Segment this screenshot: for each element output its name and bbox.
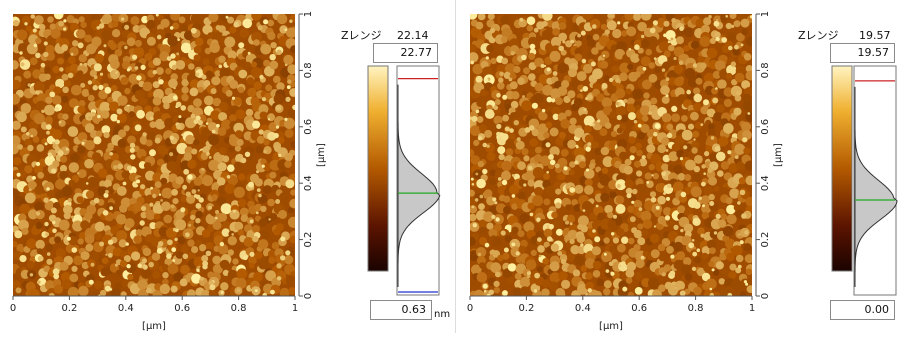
color-scale-bar bbox=[831, 65, 853, 272]
x-tick-label: 0.4 bbox=[575, 303, 591, 314]
x-axis: 0 0.2 0.4 0.6 0.8 1 bbox=[467, 295, 755, 314]
x-tick-label: 0.8 bbox=[688, 303, 704, 314]
x-axis-unit: [μm] bbox=[599, 321, 623, 332]
y-tick-label: 0.4 bbox=[760, 175, 771, 191]
x-tick-label: 1 bbox=[749, 303, 755, 314]
z-min-field[interactable]: 0.63 bbox=[370, 300, 432, 320]
afm-scan-panel-2: 0 0.2 0.4 0.6 0.8 1 0 0.2 0.4 0.6 0.8 1 [μm] [μm] … bbox=[460, 10, 908, 333]
y-axis-unit: [μm] bbox=[773, 143, 784, 167]
color-scale-bar bbox=[367, 65, 389, 272]
x-tick-label: 0 bbox=[467, 303, 473, 314]
y-tick-label: 0.6 bbox=[303, 119, 314, 135]
x-tick-label: 1 bbox=[292, 303, 298, 314]
y-tick-label: 1 bbox=[303, 11, 314, 17]
z-max-field[interactable]: 22.77 bbox=[373, 43, 438, 63]
afm-height-image[interactable] bbox=[466, 10, 756, 300]
histogram-distribution bbox=[854, 86, 898, 287]
x-tick-label: 0.2 bbox=[518, 303, 534, 314]
y-axis: 0 0.2 0.4 0.6 0.8 1 bbox=[755, 11, 771, 299]
height-histogram bbox=[396, 65, 441, 296]
histogram-distribution bbox=[397, 84, 441, 287]
afm-plot-2: 0 0.2 0.4 0.6 0.8 1 0 0.2 0.4 0.6 0.8 1 [μm] [μm] bbox=[466, 10, 898, 332]
y-tick-label: 0.8 bbox=[760, 62, 771, 78]
z-unit-label: nm bbox=[434, 309, 451, 320]
x-axis-unit: [μm] bbox=[142, 321, 166, 332]
z-range-value: 22.14 bbox=[397, 29, 429, 42]
y-axis-unit: [μm] bbox=[316, 143, 327, 167]
x-tick-label: 0 bbox=[10, 303, 16, 314]
x-tick-label: 0.4 bbox=[118, 303, 134, 314]
y-tick-label: 0.2 bbox=[303, 232, 314, 248]
z-range-value: 19.57 bbox=[859, 29, 891, 42]
y-tick-label: 1 bbox=[760, 11, 771, 17]
x-tick-label: 0.8 bbox=[231, 303, 247, 314]
y-tick-label: 0.4 bbox=[303, 175, 314, 191]
z-range-label: Zレンジ bbox=[341, 29, 382, 42]
y-tick-label: 0.6 bbox=[760, 119, 771, 135]
y-tick-label: 0.8 bbox=[303, 62, 314, 78]
y-tick-label: 0.2 bbox=[760, 232, 771, 248]
panel-divider bbox=[455, 0, 456, 333]
y-tick-label: 0 bbox=[303, 293, 314, 299]
afm-scan-panel-1: 0 0.2 0.4 0.6 0.8 1 0 0.2 0.4 0.6 0.8 1 [μm] [μm] … bbox=[3, 10, 451, 333]
x-tick-label: 0.2 bbox=[61, 303, 77, 314]
afm-height-image[interactable] bbox=[9, 10, 300, 300]
x-tick-label: 0.6 bbox=[174, 303, 190, 314]
z-range-label: Zレンジ bbox=[798, 29, 839, 42]
x-axis: 0 0.2 0.4 0.6 0.8 1 bbox=[10, 295, 298, 314]
x-tick-label: 0.6 bbox=[631, 303, 647, 314]
z-max-field[interactable]: 19.57 bbox=[830, 43, 895, 63]
z-min-field[interactable]: 0.00 bbox=[830, 300, 895, 320]
y-tick-label: 0 bbox=[760, 293, 771, 299]
y-axis: 0 0.2 0.4 0.6 0.8 1 bbox=[298, 11, 314, 299]
height-histogram bbox=[853, 65, 898, 296]
afm-plot-1: 0 0.2 0.4 0.6 0.8 1 0 0.2 0.4 0.6 0.8 1 [μm] [μm] bbox=[9, 10, 441, 332]
